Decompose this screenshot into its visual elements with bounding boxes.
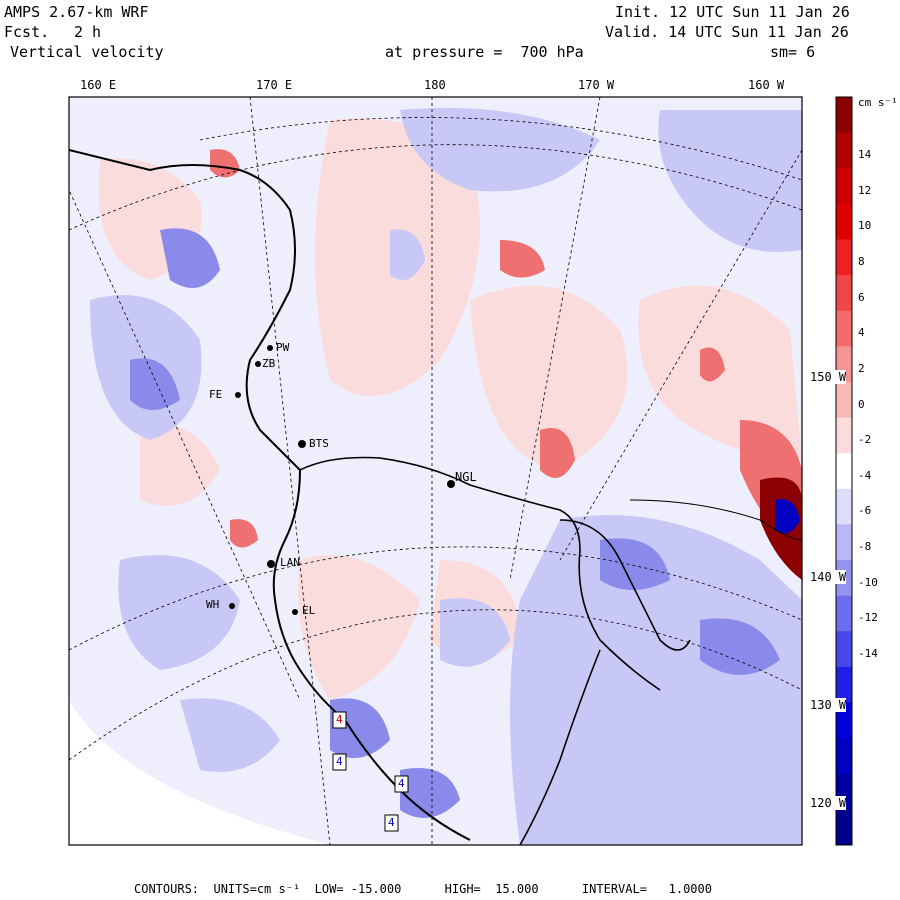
- colorbar: [835, 96, 853, 846]
- station-marker-wh: [229, 603, 235, 609]
- colorbar-swatch: [836, 168, 852, 205]
- contour-box: [332, 753, 347, 771]
- lon-label-160e: 160 E: [80, 78, 117, 92]
- station-label-wh: WH: [206, 598, 220, 611]
- lon-label-180: 180: [424, 78, 446, 92]
- colorbar-swatch: [836, 203, 852, 240]
- station-label-fe: FE: [209, 388, 223, 401]
- colorbar-swatch: [836, 453, 852, 490]
- contour-box-label: 4: [388, 816, 395, 829]
- contour-value-boxes: [332, 711, 409, 832]
- lon-label-170e: 170 E: [256, 78, 293, 92]
- lon-label-160w: 160 W: [748, 78, 785, 92]
- station-marker-el: [292, 609, 298, 615]
- colorbar-tick-label: -14: [858, 646, 878, 660]
- station-marker-bts: [298, 440, 306, 448]
- station-label-zb: ZB: [262, 357, 276, 370]
- forecast-hours: 2 h: [74, 23, 102, 41]
- smoothing-value: sm= 6: [770, 43, 816, 61]
- contour-box-label: 4: [398, 777, 405, 790]
- lat-label-150w: 150 W: [810, 370, 847, 384]
- contour-box: [384, 814, 399, 832]
- colorbar-tick-label: -8: [858, 540, 872, 554]
- station-label-ngl: NGL: [455, 470, 477, 484]
- contour-info: CONTOURS: UNITS=cm s⁻¹ LOW= -15.000 HIGH…: [134, 882, 712, 896]
- colorbar-tick-label: -6: [858, 504, 872, 518]
- contour-box: [394, 775, 409, 793]
- colorbar-swatch: [836, 239, 852, 276]
- forecast-label: Fcst.: [4, 23, 50, 41]
- colorbar-tick-label: -12: [858, 611, 878, 625]
- station-marker-zb: [255, 361, 261, 367]
- lat-label-140w: 140 W: [810, 570, 847, 584]
- colorbar-swatch: [836, 417, 852, 454]
- lon-label-170w: 170 W: [578, 78, 615, 92]
- colorbar-tick-label: -2: [858, 433, 872, 447]
- intense-downdraft: [775, 499, 800, 534]
- colorbar-swatch: [836, 310, 852, 347]
- colorbar-tick-label: 0: [858, 397, 865, 411]
- colorbar-swatch: [836, 666, 852, 704]
- colorbar-tick-label: 14: [858, 148, 872, 162]
- station-marker-lan: [267, 560, 275, 568]
- colorbar-tick-label: -10: [858, 575, 878, 589]
- colorbar-tick-label: 12: [858, 183, 872, 197]
- colorbar-tick-label: 8: [858, 255, 865, 269]
- map-frame: [68, 96, 803, 846]
- colorbar-border: [835, 96, 853, 846]
- model-title: AMPS 2.67-km WRF: [4, 3, 149, 21]
- nodata-region: [69, 700, 330, 845]
- contour-box-label: 4: [336, 713, 343, 726]
- station-marker-pw: [267, 345, 273, 351]
- colorbar-swatch: [836, 275, 852, 312]
- field-name: Vertical velocity: [10, 43, 164, 61]
- lat-label-120w: 120 W: [810, 796, 847, 810]
- lat-label-130w: 130 W: [810, 698, 847, 712]
- station-marker-ngl: [447, 480, 455, 488]
- colorbar-swatch: [836, 488, 852, 525]
- valid-time: Valid. 14 UTC Sun 11 Jan 26: [605, 23, 849, 41]
- colorbar-swatch: [836, 595, 852, 632]
- colorbar-swatch: [836, 132, 852, 169]
- station-markers: [229, 345, 455, 615]
- station-label-pw: PW: [276, 341, 290, 354]
- contour-box-label: 4: [336, 755, 343, 768]
- colorbar-tick-label: 2: [858, 361, 865, 375]
- colorbar-swatch: [836, 738, 852, 775]
- colorbar-swatch: [836, 631, 852, 668]
- colorbar-tick-label: 4: [858, 326, 865, 340]
- pressure-level: at pressure = 700 hPa: [385, 43, 584, 61]
- colorbar-swatch: [836, 524, 852, 561]
- colorbar-swatch: [836, 809, 852, 846]
- colorbar-tick-label: -4: [858, 468, 872, 482]
- colorbar-tick-label: 6: [858, 290, 865, 304]
- init-time: Init. 12 UTC Sun 11 Jan 26: [615, 3, 850, 21]
- station-label-el: EL: [302, 604, 316, 617]
- station-marker-fe: [235, 392, 241, 398]
- contour-box: [332, 711, 347, 729]
- colorbar-tick-label: 10: [858, 219, 872, 233]
- station-label-lan: LAN: [280, 556, 300, 569]
- graticule: [69, 97, 802, 845]
- colorbar-swatch: [836, 381, 852, 419]
- strong-downward-features: [130, 228, 780, 818]
- station-label-bts: BTS: [309, 437, 329, 450]
- colorbar-units: cm s⁻¹: [858, 96, 898, 109]
- colorbar-swatch: [836, 97, 852, 134]
